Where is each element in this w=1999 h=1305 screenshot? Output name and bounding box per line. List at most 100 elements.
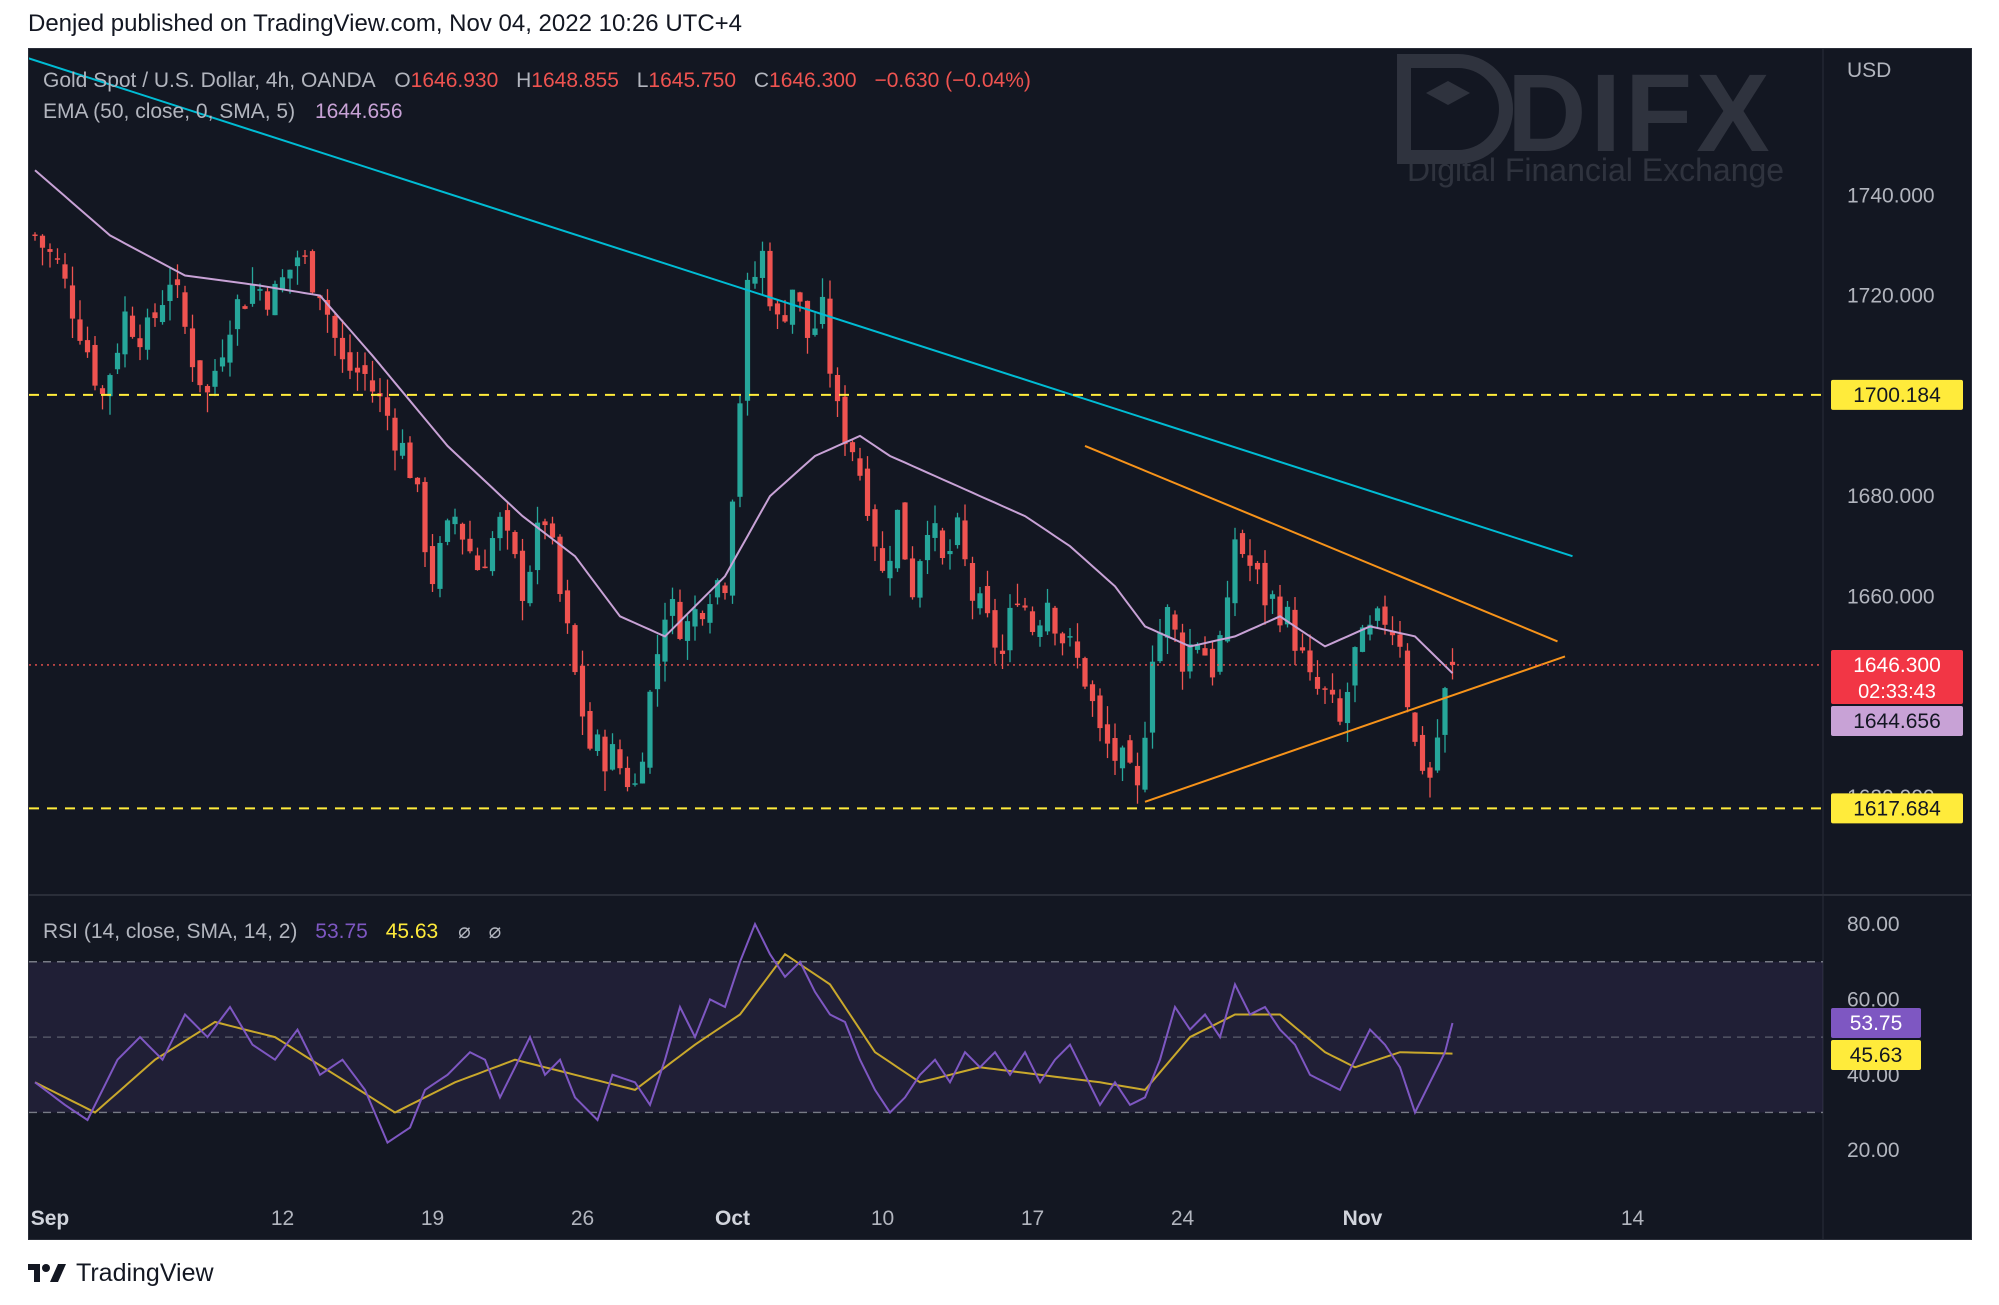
candle-body <box>1119 747 1126 769</box>
candle-body <box>752 276 758 284</box>
candle-body <box>624 767 631 788</box>
candle-body <box>902 502 908 560</box>
candle-body <box>242 306 248 309</box>
candle-body <box>504 510 511 531</box>
candle-body <box>422 481 428 553</box>
candle-body <box>842 396 848 445</box>
candle-body <box>99 388 106 394</box>
candle-body <box>407 442 413 479</box>
candle-body <box>1209 648 1216 678</box>
candle-body <box>654 654 661 690</box>
candle-body <box>872 509 878 547</box>
candle-body <box>684 621 691 641</box>
candle-body <box>152 312 158 319</box>
difx-cube-icon <box>1397 54 1513 164</box>
candle-body <box>797 292 803 302</box>
close-value: 1646.300 <box>769 69 857 92</box>
candle-body <box>1442 688 1448 735</box>
candle-body <box>324 299 331 315</box>
candle-body <box>564 590 571 624</box>
high-value: 1648.855 <box>531 69 619 92</box>
candle-body <box>39 235 46 248</box>
candle-body <box>647 691 653 768</box>
candle-body <box>1344 691 1351 724</box>
candle-body <box>947 550 953 555</box>
time-tick-label: Sep <box>31 1207 70 1230</box>
candle-body <box>669 599 676 616</box>
level-high-tag: 1700.184 <box>1831 379 1963 410</box>
price-tick-label: 1740.000 <box>1847 184 1935 207</box>
trendline-triangle-upper[interactable] <box>1084 445 1558 643</box>
candle-body <box>1172 614 1178 630</box>
candle-body <box>122 311 128 355</box>
candle-body <box>804 300 811 338</box>
chart-canvas[interactable]: DIFX Digital Financial Exchange <box>29 49 1972 1240</box>
candle-body <box>302 255 308 257</box>
candle-body <box>197 360 203 386</box>
candle-body <box>1037 625 1043 637</box>
candle-body <box>1104 724 1111 744</box>
candle-body <box>474 555 481 571</box>
rsi-legend-value: 53.75 <box>315 920 368 943</box>
candle-body <box>692 609 698 627</box>
candle-body <box>519 550 526 601</box>
price-tick-label: 1720.000 <box>1847 285 1935 308</box>
candle-body <box>1194 644 1201 650</box>
candle-body <box>272 283 278 316</box>
chart-panel[interactable]: DIFX Digital Financial Exchange <box>28 48 1972 1240</box>
candle-body <box>1067 636 1073 638</box>
time-axis[interactable]: Sep 12 19 26 Oct 10 17 24 Nov 14 <box>31 1207 1645 1230</box>
candle-body <box>939 530 946 559</box>
candle-body <box>782 315 788 322</box>
symbol-legend[interactable]: Gold Spot / U.S. Dollar, 4h, OANDA O1646… <box>43 69 1031 123</box>
rsi-legend[interactable]: RSI (14, close, SMA, 14, 2) 53.75 45.63 … <box>43 920 501 943</box>
publish-caption: Denjed published on TradingView.com, Nov… <box>28 10 743 37</box>
candle-body <box>234 299 241 330</box>
candle-body <box>399 442 406 456</box>
candle-body <box>1352 647 1358 686</box>
candle-body <box>579 665 586 717</box>
candle-body <box>609 744 616 770</box>
time-tick-label: Oct <box>715 1207 750 1230</box>
candle-body <box>279 277 286 291</box>
candle-body <box>774 303 781 315</box>
svg-text:EMA (50, close, 0, SMA, 5): EMA (50, close, 0, SMA, 5) 1644.656 <box>43 100 403 123</box>
candle-body <box>512 531 518 555</box>
candle-body <box>954 517 961 546</box>
rsi-value-tag: 53.75 <box>1831 1007 1921 1038</box>
candle-body <box>1307 650 1313 673</box>
candle-body <box>917 561 923 598</box>
rsi-legend-label: RSI (14, close, SMA, 14, 2) <box>43 920 297 943</box>
candle-body <box>159 305 166 323</box>
time-tick-label: 19 <box>421 1207 444 1230</box>
candle-body <box>84 340 91 353</box>
trendline-long-term-resistance[interactable] <box>29 49 1573 558</box>
candle-body <box>1329 689 1336 695</box>
candle-body <box>249 284 256 304</box>
candle-body <box>744 279 751 401</box>
candle-body <box>204 386 211 393</box>
candle-body <box>527 571 533 604</box>
trendline-triangle-lower[interactable] <box>1144 655 1566 803</box>
candle-body <box>62 264 68 279</box>
rsi-tick-label: 20.00 <box>1847 1139 1900 1162</box>
candle-body <box>894 509 901 569</box>
open-value: 1646.930 <box>411 69 499 92</box>
candle-body <box>489 538 496 572</box>
candle-body <box>932 523 938 538</box>
candle-body <box>999 650 1006 654</box>
candle-body <box>849 442 856 453</box>
candle-body <box>1404 650 1411 708</box>
candle-body <box>1299 647 1306 651</box>
rsi-tick-label: 80.00 <box>1847 913 1900 936</box>
candle-body <box>534 522 541 571</box>
last-price-tag: 1646.300 02:33:43 <box>1831 649 1963 704</box>
candle-body <box>962 520 968 560</box>
candle-body <box>219 357 226 367</box>
tradingview-brand: TradingView <box>76 1258 214 1287</box>
candle-body <box>992 610 998 648</box>
candle-body <box>1089 684 1096 702</box>
candle-body <box>1397 634 1403 647</box>
candle-body <box>1269 594 1276 599</box>
candle-body <box>977 593 983 609</box>
